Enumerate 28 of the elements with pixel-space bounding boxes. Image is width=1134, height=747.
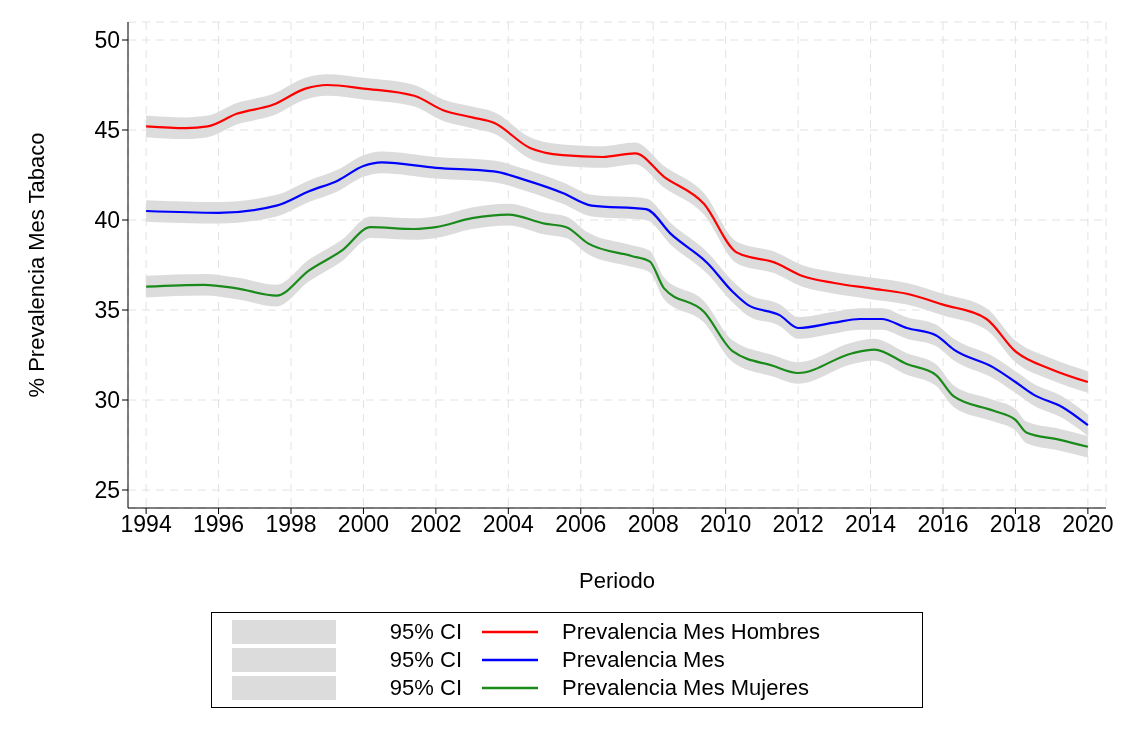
text: 95% CI xyxy=(388,675,463,701)
legend-label: Prevalencia Mes xyxy=(561,647,726,673)
y-tick-label: 25 xyxy=(94,477,120,504)
x-tick-label: 1998 xyxy=(265,511,317,538)
y-tick-label: 45 xyxy=(94,117,120,144)
y-axis-title: % Prevalencia Mes Tabaco xyxy=(23,132,49,398)
y-tick-label: 40 xyxy=(94,207,120,234)
x-tick-label: 2020 xyxy=(1062,511,1114,538)
x-axis-title: Periodo xyxy=(579,568,655,593)
x-tick-label: 2010 xyxy=(700,511,752,538)
x-tick-label: 2012 xyxy=(772,511,824,538)
x-tick-label: 2006 xyxy=(555,511,607,538)
x-tick-label: 2000 xyxy=(337,511,390,538)
legend-label: Prevalencia Mes Mujeres xyxy=(561,675,810,701)
text: 95% CI xyxy=(388,619,463,645)
y-tick-label: 50 xyxy=(94,27,120,54)
x-tick-label: 1994 xyxy=(120,511,172,538)
x-tick-label: 2016 xyxy=(917,511,969,538)
x-tick-label: 2004 xyxy=(482,511,535,538)
x-tick-label: 2002 xyxy=(410,511,462,538)
x-tick-label: 1996 xyxy=(192,511,245,538)
x-tick-label: 2018 xyxy=(989,511,1042,538)
y-tick-label: 30 xyxy=(94,387,120,414)
x-tick-label: 2014 xyxy=(844,511,897,538)
x-tick-label: 2008 xyxy=(627,511,679,538)
text: 95% CI xyxy=(388,647,463,673)
y-tick-label: 35 xyxy=(94,297,120,324)
legend-label: Prevalencia Mes Hombres xyxy=(561,619,821,645)
